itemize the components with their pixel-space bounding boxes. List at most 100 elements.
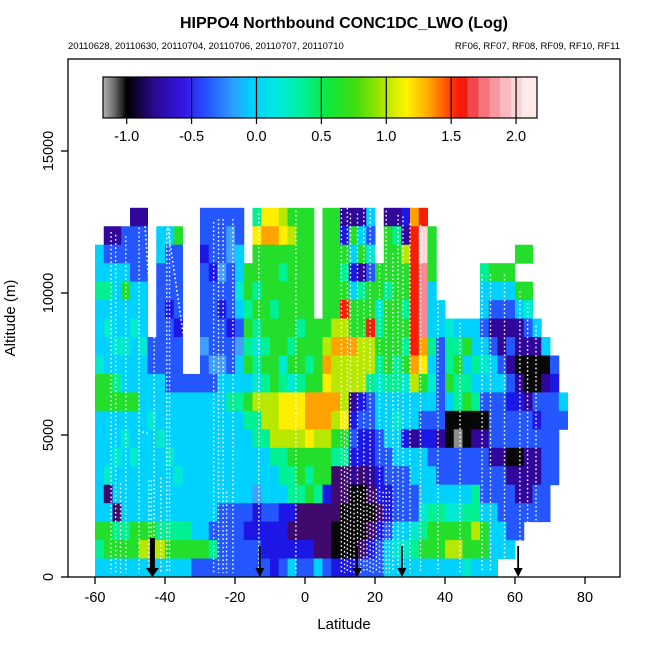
heatmap-cell (410, 466, 420, 486)
heatmap-cell (217, 392, 227, 412)
heatmap-cell (453, 484, 463, 504)
heatmap-cell (156, 521, 166, 541)
heatmap-cell (261, 226, 271, 246)
heatmap-cell (331, 207, 341, 227)
heatmap-cell (366, 263, 376, 283)
heatmap-cell (375, 540, 385, 560)
heatmap-cell (278, 447, 288, 467)
heatmap-cell (147, 337, 157, 356)
heatmap-cell (138, 447, 148, 467)
heatmap-cell (103, 503, 113, 523)
heatmap-cell (418, 521, 428, 541)
heatmap-cell (261, 318, 271, 338)
heatmap-cell (471, 521, 481, 541)
flight-track-segment (138, 429, 149, 435)
heatmap-cell (497, 373, 507, 393)
heatmap-cell (322, 484, 332, 504)
heatmap-cell (261, 447, 271, 467)
heatmap-cell (200, 263, 210, 283)
heatmap-cell (506, 392, 516, 412)
x-tick-label: 80 (577, 590, 593, 606)
heatmap-cell (112, 521, 122, 541)
heatmap-cell (287, 466, 297, 486)
heatmap-cell (348, 337, 358, 356)
heatmap-cell (445, 540, 455, 560)
heatmap-cell (366, 503, 376, 523)
heatmap-cell (305, 484, 315, 504)
heatmap-cell (523, 447, 533, 467)
heatmap-cell (252, 207, 262, 227)
heatmap-cell (278, 410, 288, 430)
heatmap-cell (278, 244, 288, 264)
heatmap-cell (287, 355, 297, 375)
heatmap-cell (401, 318, 411, 338)
heatmap-cell (523, 410, 533, 430)
heatmap-cell (348, 300, 358, 320)
heatmap-cell (541, 355, 551, 375)
heatmap-cell (322, 281, 332, 301)
heatmap-cell (112, 337, 122, 356)
heatmap-cell (173, 281, 183, 301)
heatmap-cell (313, 540, 323, 560)
heatmap-cell (532, 447, 542, 467)
heatmap-cell (506, 447, 516, 467)
heatmap-cell (488, 558, 498, 578)
heatmap-cell (331, 373, 341, 393)
heatmap-cell (217, 300, 227, 320)
heatmap-layer (95, 207, 568, 578)
heatmap-cell (235, 244, 245, 264)
heatmap-cell (217, 484, 227, 504)
heatmap-cell (217, 207, 227, 227)
heatmap-cell (156, 429, 166, 449)
heatmap-cell (375, 484, 385, 504)
heatmap-cell (418, 263, 428, 283)
heatmap-cell (103, 300, 113, 320)
heatmap-cell (366, 300, 376, 320)
heatmap-cell (226, 503, 236, 523)
heatmap-cell (515, 447, 525, 467)
heatmap-cell (130, 318, 140, 338)
heatmap-cell (506, 318, 516, 338)
heatmap-cell (191, 373, 201, 393)
heatmap-cell (331, 558, 341, 578)
heatmap-cell (103, 484, 113, 504)
heatmap-cell (506, 521, 516, 541)
heatmap-cell (401, 355, 411, 375)
heatmap-cell (445, 466, 455, 486)
heatmap-cell (243, 429, 253, 449)
heatmap-cell (182, 410, 192, 430)
heatmap-cell (138, 484, 148, 504)
heatmap-cell (252, 226, 262, 246)
heatmap-cell (471, 337, 481, 356)
heatmap-cell (112, 466, 122, 486)
heatmap-cell (182, 558, 192, 578)
heatmap-cell (366, 337, 376, 356)
heatmap-cell (243, 355, 253, 375)
heatmap-cell (296, 244, 306, 264)
heatmap-cell (121, 300, 131, 320)
heatmap-cell (322, 207, 332, 227)
heatmap-cell (103, 263, 113, 283)
heatmap-cell (112, 373, 122, 393)
heatmap-cell (418, 318, 428, 338)
heatmap-cell (383, 558, 393, 578)
heatmap-cell (243, 466, 253, 486)
heatmap-cell (95, 318, 105, 338)
heatmap-cell (103, 337, 113, 356)
heatmap-cell (226, 540, 236, 560)
heatmap-cell (506, 355, 516, 375)
heatmap-cell (200, 281, 210, 301)
heatmap-cell (156, 558, 166, 578)
heatmap-cell (392, 429, 402, 449)
heatmap-cell (366, 447, 376, 467)
heatmap-cell (130, 503, 140, 523)
heatmap-cell (252, 392, 262, 412)
heatmap-cell (226, 355, 236, 375)
heatmap-cell (453, 410, 463, 430)
colorbar: -1.0 -0.5 0.0 0.5 1.0 1.5 2.0 (102, 76, 538, 145)
heatmap-cell (348, 484, 358, 504)
heatmap-cell (235, 226, 245, 246)
subtitle-flights: RF06, RF07, RF08, RF09, RF10, RF11 (455, 41, 620, 52)
heatmap-cell (296, 392, 306, 412)
heatmap-cell (278, 355, 288, 375)
